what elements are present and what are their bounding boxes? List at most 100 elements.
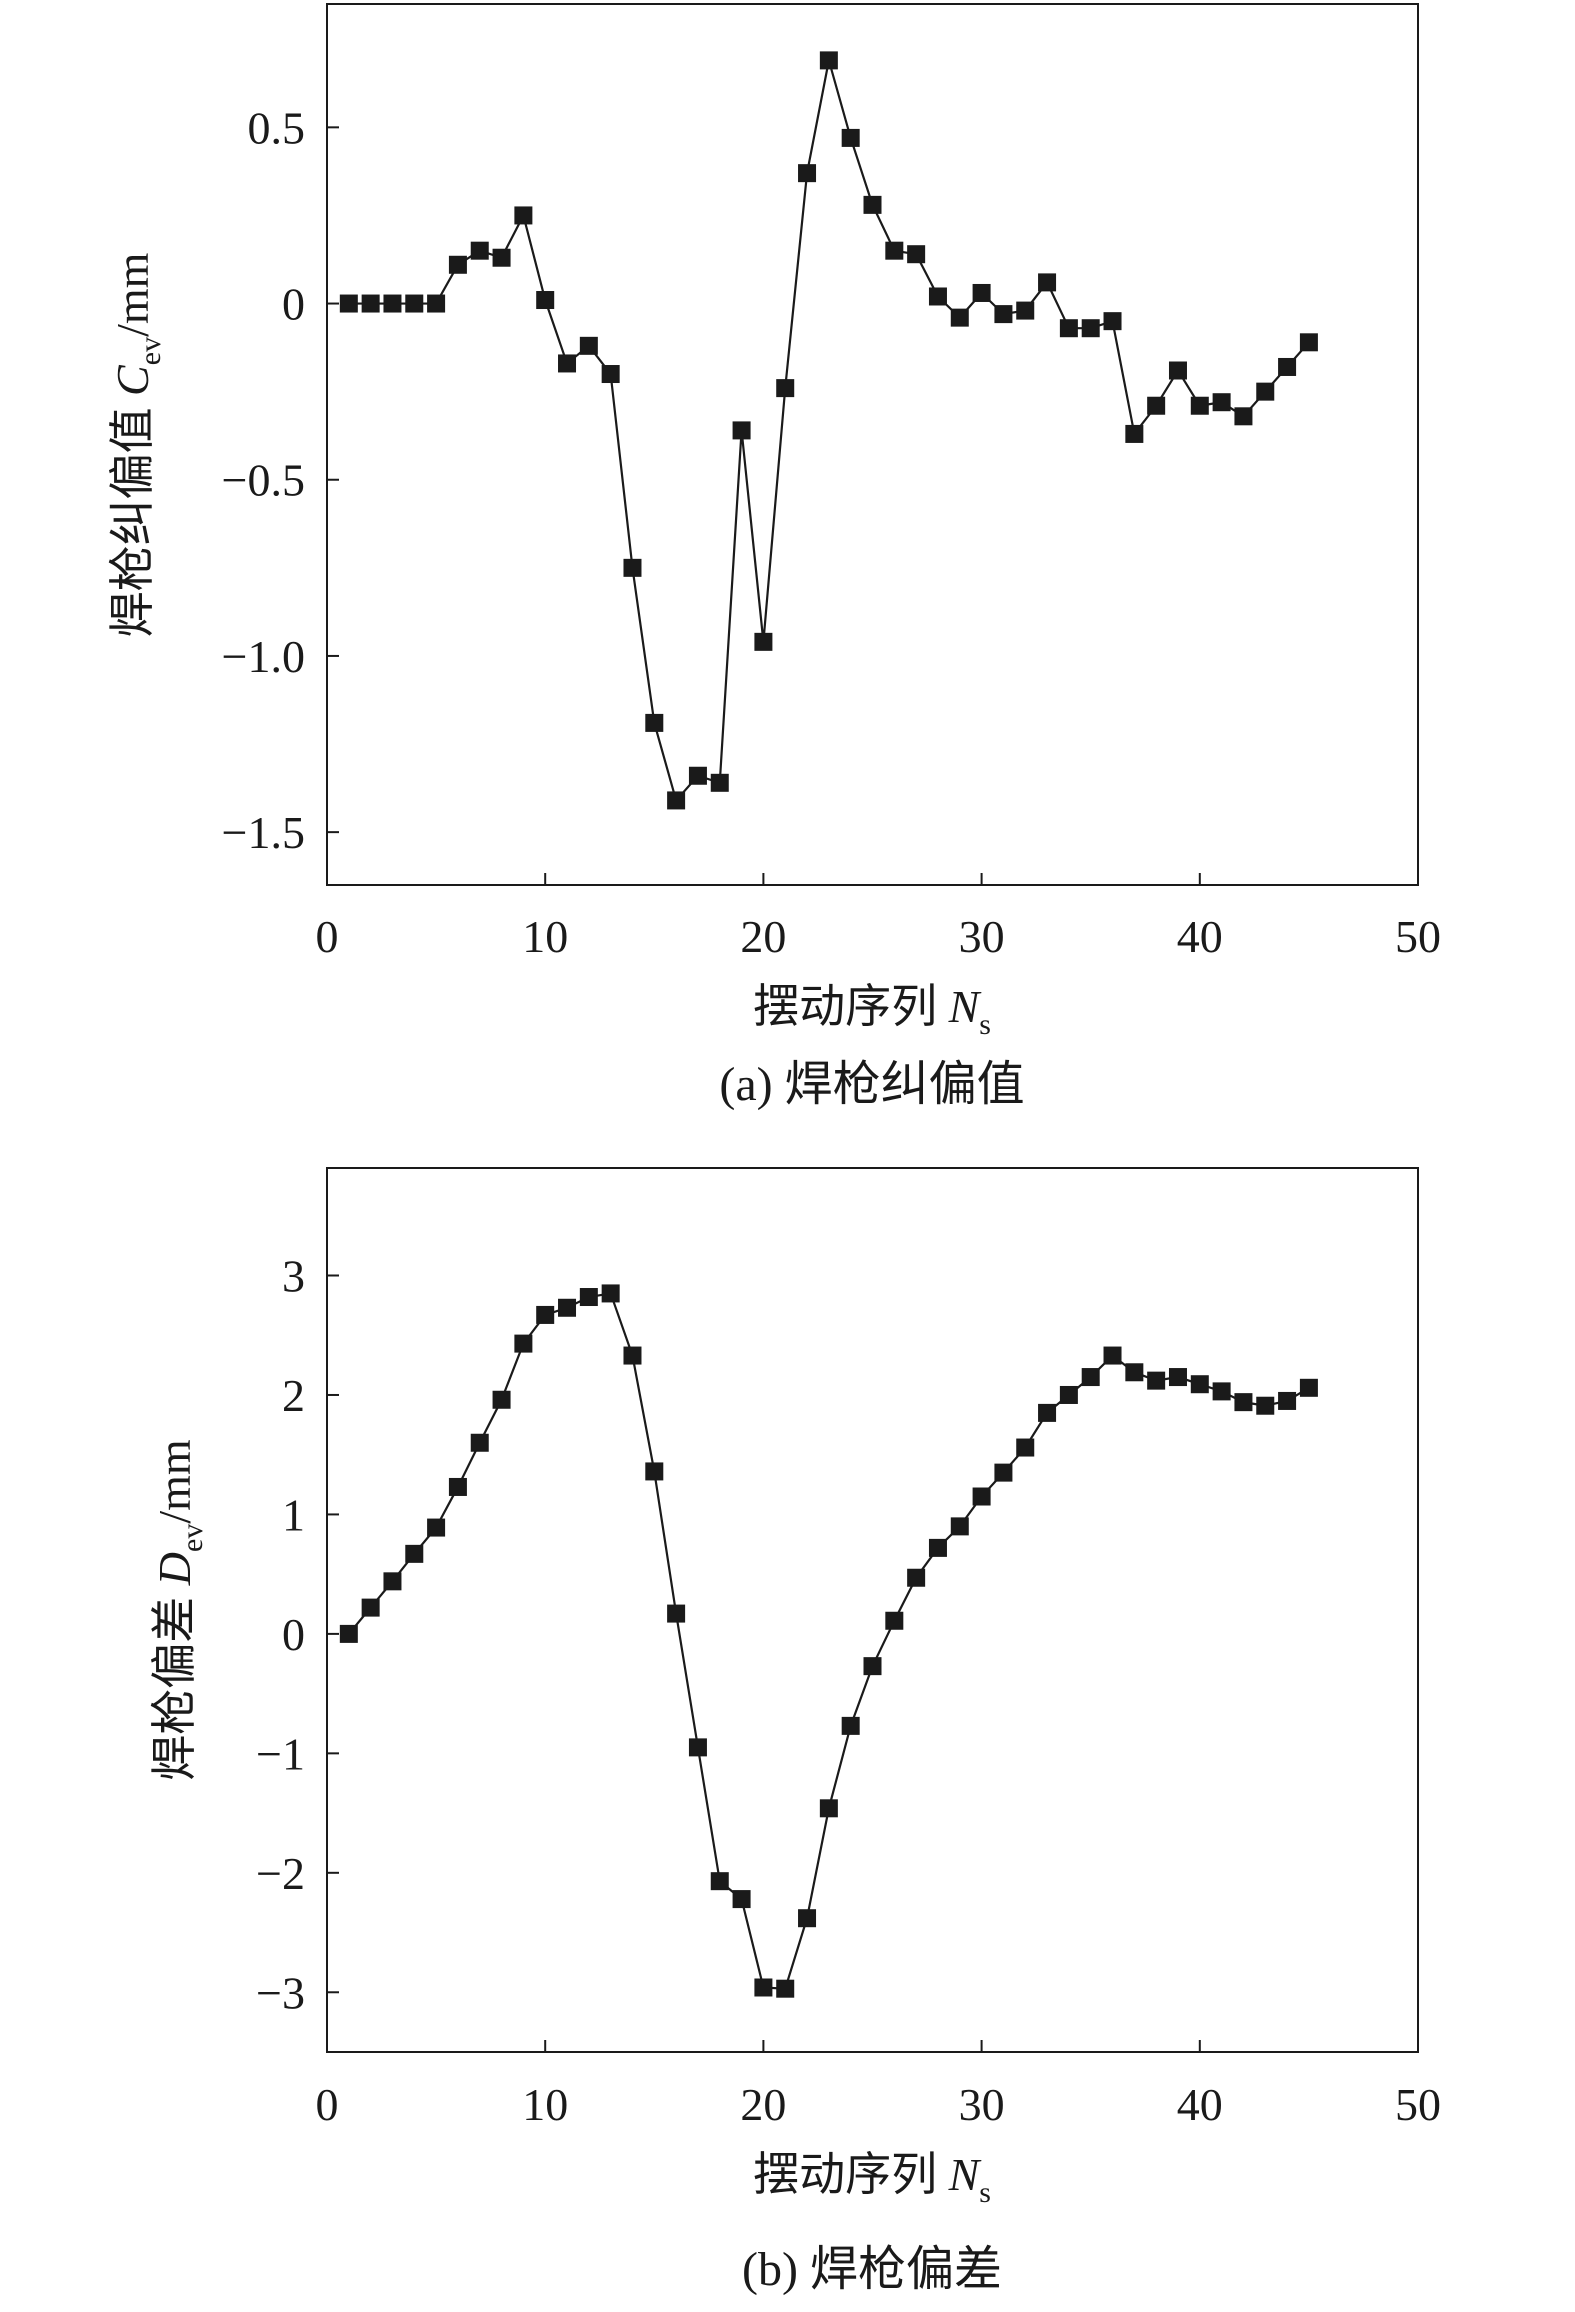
data-point-marker (492, 1390, 511, 1409)
data-point-marker (754, 1978, 773, 1997)
data-point-marker (1081, 319, 1100, 338)
x-tick-label: 20 (740, 911, 786, 962)
data-point-marker (732, 421, 751, 440)
chart-panel-a: 0 10 20 30 40 50 0.5 0 −0.5 −1.0 −1.5 摆动序列 Ns 焊枪纠偏值 … (107, 3, 1441, 1111)
data-point-marker (470, 241, 489, 260)
data-point-marker (1212, 393, 1231, 412)
plot-frame (326, 3, 1419, 886)
data-point-marker (972, 1487, 991, 1506)
data-point-marker (361, 294, 380, 313)
y-tick-label: 0 (282, 1609, 305, 1660)
data-point-marker (688, 766, 707, 785)
data-point-marker (339, 294, 358, 313)
y-tick-label: 2 (282, 1370, 305, 1421)
data-point-marker (1190, 1375, 1209, 1394)
data-point-marker (427, 1518, 446, 1537)
data-point-marker (907, 245, 926, 264)
y-tick-label: 0 (282, 279, 305, 330)
x-tick-label: 40 (1177, 2079, 1223, 2130)
x-axis-label-sub: s (979, 1008, 991, 1041)
x-tick-label: 0 (316, 2079, 339, 2130)
data-point-marker (1234, 1393, 1253, 1412)
y-axis-label-unit: /mm (107, 252, 158, 337)
x-axis-label-var: N (948, 2149, 982, 2200)
data-point-marker (754, 632, 773, 651)
data-point-marker (667, 791, 686, 810)
x-tick-label: 30 (959, 2079, 1005, 2130)
data-point-marker (710, 1872, 729, 1891)
y-axis-label-sub: ev (176, 1524, 209, 1552)
data-point-marker (405, 1544, 424, 1563)
x-axis-label: 摆动序列 Ns (753, 2149, 991, 2209)
chart-caption: (b) 焊枪偏差 (742, 2243, 1002, 2296)
y-axis-label: 焊枪偏差 Dev/mm (149, 1439, 209, 1781)
y-tick-label: −3 (256, 1967, 305, 2018)
x-tick-label: 50 (1395, 911, 1441, 962)
data-point-marker (601, 365, 620, 384)
y-tick-label: −1.5 (222, 807, 305, 858)
data-point-marker (1168, 1368, 1187, 1387)
data-point-marker (1190, 396, 1209, 415)
data-point-marker (972, 283, 991, 302)
data-point-marker (558, 354, 577, 373)
data-point-marker (536, 1305, 555, 1324)
data-point-marker (841, 128, 860, 147)
x-tick-label: 10 (522, 2079, 568, 2130)
x-axis-label-var: N (948, 981, 982, 1032)
data-point-marker (950, 1517, 969, 1536)
data-point-marker (361, 1598, 380, 1617)
data-point-marker (885, 241, 904, 260)
data-point-marker (579, 1288, 598, 1307)
data-point-marker (667, 1604, 686, 1623)
data-point-marker (383, 294, 402, 313)
data-point-marker (1038, 273, 1057, 292)
data-point-marker (645, 713, 664, 732)
data-point-marker (1103, 312, 1122, 331)
y-axis-label-main: 焊枪纠偏值 (107, 396, 158, 638)
data-point-marker (1125, 1363, 1144, 1382)
data-point-marker (514, 1334, 533, 1353)
data-point-marker (1103, 1346, 1122, 1365)
data-point-marker (710, 773, 729, 792)
data-point-marker (1059, 1385, 1078, 1404)
data-point-marker (558, 1298, 577, 1317)
data-point-marker (623, 1346, 642, 1365)
data-point-marker (1299, 333, 1318, 352)
data-point-marker (448, 1477, 467, 1496)
x-tick-label: 10 (522, 911, 568, 962)
data-point-marker (1081, 1368, 1100, 1387)
data-point-marker (1059, 319, 1078, 338)
data-point-marker (688, 1738, 707, 1757)
data-point-marker (1278, 357, 1297, 376)
data-point-marker (1278, 1391, 1297, 1410)
y-axis-label-var: D (149, 1552, 200, 1586)
data-point-marker (448, 255, 467, 274)
data-point-marker (1299, 1378, 1318, 1397)
data-point-marker (928, 1538, 947, 1557)
x-axis-label-main: 摆动序列 (753, 2149, 949, 2200)
x-tick-label: 40 (1177, 911, 1223, 962)
data-point-marker (579, 336, 598, 355)
x-axis-label-main: 摆动序列 (753, 981, 949, 1032)
data-point-marker (601, 1284, 620, 1303)
x-tick-label: 20 (740, 2079, 786, 2130)
y-axis-label-unit: /mm (149, 1439, 200, 1524)
data-point-marker (470, 1433, 489, 1452)
data-point-marker (536, 291, 555, 310)
data-point-marker (405, 294, 424, 313)
data-point-marker (841, 1716, 860, 1735)
y-tick-label: −1.0 (222, 631, 305, 682)
chart-caption: (a) 焊枪纠偏值 (719, 1058, 1024, 1111)
data-point-marker (798, 164, 817, 183)
data-point-marker (1256, 1396, 1275, 1415)
data-point-marker (1168, 361, 1187, 380)
x-axis-label-sub: s (979, 2176, 991, 2209)
data-point-marker (776, 379, 795, 398)
data-point-marker (1125, 424, 1144, 443)
x-tick-label: 30 (959, 911, 1005, 962)
data-point-marker (994, 305, 1013, 324)
y-axis-label: 焊枪纠偏值 Cev/mm (107, 252, 167, 637)
